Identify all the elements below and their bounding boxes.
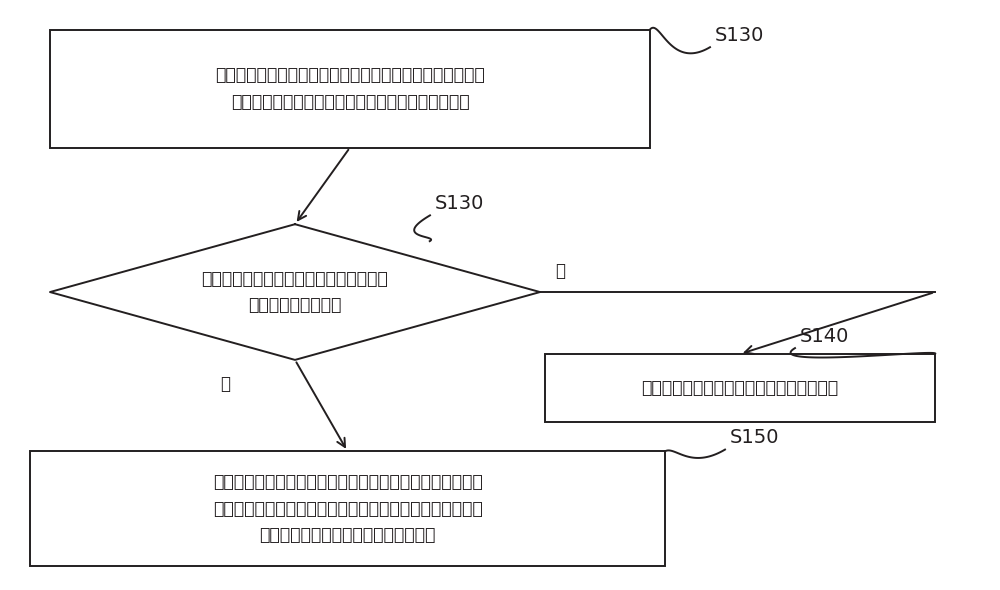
FancyBboxPatch shape [50,30,650,148]
Text: 若所述计量装置不存在故障，则将所述标识信息从所述计量
自动化系统的异常库中移出；其中，所述异常库为存储所述
潮流反向数据对应的标识信息的数据库: 若所述计量装置不存在故障，则将所述标识信息从所述计量 自动化系统的异常库中移出；… [213,473,482,544]
Text: S130: S130 [435,194,484,213]
Text: 是: 是 [555,262,565,280]
Text: S130: S130 [715,26,764,45]
Text: S140: S140 [800,327,849,346]
Text: 否: 否 [220,375,230,393]
Text: 确定所述四象限电能量数据在各个连续时刻的有功电量和无
功电量，并对所述有功电量和无功电量进行对比分析: 确定所述四象限电能量数据在各个连续时刻的有功电量和无 功电量，并对所述有功电量和… [215,66,485,111]
Text: 若所述计量装置存在故障，则触发预警功能: 若所述计量装置存在故障，则触发预警功能 [641,379,839,397]
FancyBboxPatch shape [545,354,935,422]
FancyBboxPatch shape [30,451,665,566]
Polygon shape [50,224,540,360]
Text: S150: S150 [730,428,780,447]
Text: 根据分析结果判定所述标识信息对应的计
量装置是否存在故障: 根据分析结果判定所述标识信息对应的计 量装置是否存在故障 [202,270,388,314]
